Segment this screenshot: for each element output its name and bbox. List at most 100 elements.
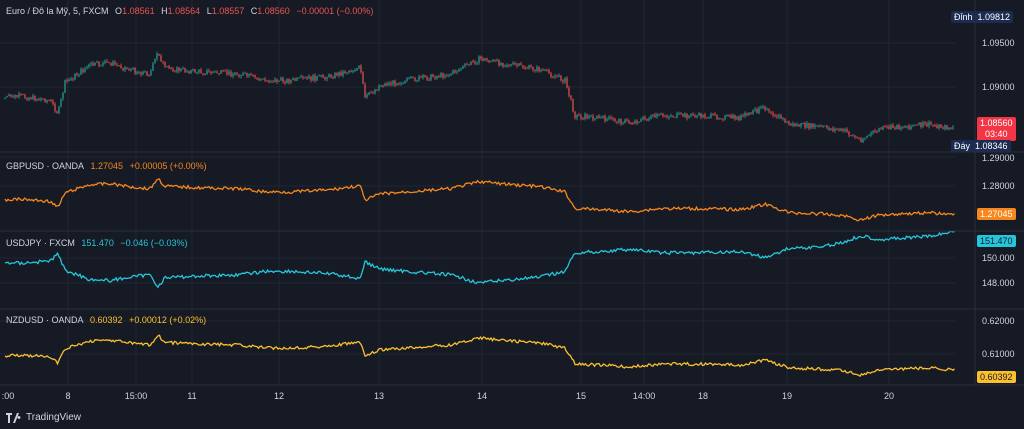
candle-body xyxy=(506,65,508,67)
candle-body xyxy=(718,118,720,120)
candle-body xyxy=(732,114,734,119)
candle-body xyxy=(322,74,324,78)
candle-body xyxy=(944,125,946,129)
candle-body xyxy=(556,76,558,78)
low-marker-value: 1.08346 xyxy=(975,141,1008,151)
candle-body xyxy=(942,127,944,129)
candle-body xyxy=(640,119,642,122)
candle-body xyxy=(564,78,566,83)
nzdusd-line xyxy=(4,334,955,378)
candle-body xyxy=(4,97,6,99)
candle-body xyxy=(36,99,38,101)
time-tick: 15 xyxy=(575,391,587,401)
candle-body xyxy=(336,72,338,76)
candle-body xyxy=(72,78,74,80)
grid-lines xyxy=(0,0,955,385)
candle-body xyxy=(320,74,322,76)
candle-body xyxy=(638,121,640,124)
candle-body xyxy=(108,62,110,64)
candle-body xyxy=(924,122,926,124)
candle-body xyxy=(896,125,898,130)
candle-body xyxy=(154,58,156,64)
candle-body xyxy=(696,115,698,118)
candle-body xyxy=(912,125,914,127)
candle-body xyxy=(150,70,152,76)
candle-body xyxy=(452,70,454,74)
candle-body xyxy=(398,83,400,85)
candle-body xyxy=(570,95,572,100)
candle-body xyxy=(764,106,766,110)
candle-body xyxy=(458,69,460,72)
candle-body xyxy=(864,137,866,139)
candle-body xyxy=(52,100,54,105)
nzdusd-tick-1: 0.62000 xyxy=(982,316,1015,326)
candle-body xyxy=(682,113,684,117)
candle-body xyxy=(62,92,64,99)
candle-body xyxy=(644,117,646,120)
candle-body xyxy=(554,76,556,78)
usdjpy-last-price-tag: 151.470 xyxy=(977,235,1016,247)
candle-body xyxy=(786,121,788,123)
candle-body xyxy=(658,114,660,116)
candle-body xyxy=(526,67,528,69)
candle-body xyxy=(948,128,950,130)
candle-body xyxy=(680,113,682,115)
candle-body xyxy=(610,117,612,119)
candle-body xyxy=(538,66,540,72)
candle-body xyxy=(502,63,504,67)
candle-body xyxy=(626,119,628,121)
candle-body xyxy=(306,77,308,79)
candle-body xyxy=(542,69,544,71)
candle-body xyxy=(828,128,830,131)
candle-body xyxy=(878,128,880,132)
candle-body xyxy=(174,71,176,73)
candle-body xyxy=(756,109,758,114)
candle-body xyxy=(120,65,122,69)
candle-body xyxy=(528,65,530,69)
candle-body xyxy=(652,114,654,117)
nzdusd-legend[interactable]: NZDUSD · OANDA 0.60392 +0.00012 (+0.02%) xyxy=(6,315,210,325)
candle-body xyxy=(376,89,378,91)
candle-body xyxy=(434,76,436,79)
low-marker-tag: Đáy 1.08346 xyxy=(951,140,1011,152)
candle-body xyxy=(156,53,158,59)
candle-body xyxy=(892,125,894,129)
usdjpy-legend[interactable]: USDJPY · FXCM 151.470 −0.046 (−0.03%) xyxy=(6,238,191,248)
candle-body xyxy=(138,71,140,73)
candle-body xyxy=(778,115,780,117)
eurusd-legend[interactable]: Euro / Đô la Mỹ, 5, FXCM O1.08561 H1.085… xyxy=(6,6,377,16)
candle-body xyxy=(558,75,560,77)
candle-body xyxy=(442,73,444,78)
candle-body xyxy=(614,118,616,122)
candle-body xyxy=(244,72,246,74)
candle-body xyxy=(688,115,690,119)
candle-body xyxy=(706,117,708,119)
candle-body xyxy=(534,69,536,71)
candle-body xyxy=(8,94,10,97)
candle-body xyxy=(550,73,552,77)
candle-body xyxy=(544,69,546,71)
candle-body xyxy=(630,122,632,124)
candle-body xyxy=(200,69,202,74)
candle-body xyxy=(720,118,722,120)
candle-body xyxy=(380,85,382,87)
candle-body xyxy=(232,74,234,77)
tradingview-logo[interactable]: TradingView xyxy=(6,412,81,423)
candle-body xyxy=(290,80,292,83)
candle-body xyxy=(346,72,348,74)
candle-body xyxy=(794,123,796,126)
candle-body xyxy=(504,66,506,68)
candle-body xyxy=(492,60,494,62)
candle-body xyxy=(390,82,392,85)
candle-body xyxy=(702,114,704,118)
candle-body xyxy=(12,96,14,98)
gbpusd-legend[interactable]: GBPUSD · OANDA 1.27045 +0.00005 (+0.00%) xyxy=(6,161,211,171)
candle-body xyxy=(382,85,384,87)
candle-body xyxy=(788,121,790,124)
candle-body xyxy=(28,97,30,100)
candle-body xyxy=(70,78,72,80)
candle-body xyxy=(396,83,398,86)
candle-body xyxy=(820,125,822,127)
nzdusd-symbol: NZDUSD · OANDA xyxy=(6,315,84,325)
